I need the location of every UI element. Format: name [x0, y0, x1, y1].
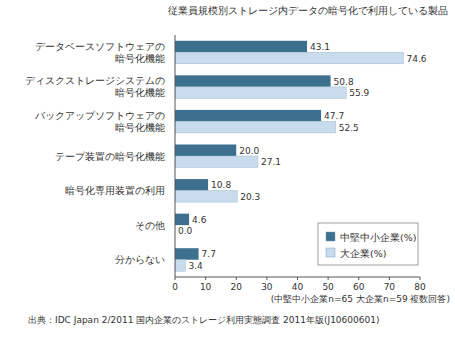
legend-swatch [326, 248, 335, 257]
data-label: 7.7 [202, 249, 216, 259]
chart-container: 従業員規模別ストレージ内データの暗号化で利用している製品 43.1 50.8 47.7… [0, 0, 455, 340]
data-label: 74.6 [406, 54, 426, 64]
source: 出典：IDC Japan 2/2011 国内企業のストレージ利用実態調査 201… [28, 315, 379, 325]
data-label: 55.9 [349, 88, 369, 98]
x-tick-label: 0 [172, 282, 178, 292]
x-tick [266, 277, 267, 280]
data-label: 20.3 [240, 192, 260, 202]
x-tick-label: 70 [384, 282, 396, 292]
legend-label: 大企業(%) [340, 248, 386, 259]
data-label: 0.0 [178, 226, 193, 236]
category-label-line: データベースソフトウェアの [35, 41, 165, 52]
x-tick [358, 277, 359, 280]
data-label: 43.1 [310, 42, 330, 52]
x-tick-label: 30 [261, 282, 273, 292]
bar [175, 156, 258, 168]
category-label-line: その他 [135, 220, 165, 231]
note: (中堅中小企業n=65 大企業n=59 複数回答) [271, 294, 450, 304]
category-label-line: テープ装置の暗号化機能 [55, 151, 165, 162]
chart-svg: 従業員規模別ストレージ内データの暗号化で利用している製品 43.1 50.8 47.7… [0, 0, 455, 340]
x-tick [297, 277, 298, 280]
legend: 中堅中小企業(%) 大企業(%) [318, 223, 418, 265]
x-tick [328, 277, 329, 280]
bar [175, 248, 199, 260]
x-tick [389, 277, 390, 280]
category-label: バックアップソフトウェアの暗号化機能 [34, 110, 165, 133]
chart-title: 従業員規模別ストレージ内データの暗号化で利用している製品 [168, 5, 448, 16]
x-tick-label: 50 [322, 282, 334, 292]
category-label: データベースソフトウェアの暗号化機能 [35, 41, 165, 64]
bar [175, 121, 336, 133]
data-label: 10.8 [211, 180, 231, 190]
category-label-line: バックアップソフトウェアの [34, 110, 165, 121]
bar [175, 191, 237, 203]
category-label: 暗号化専用装置の利用 [65, 185, 165, 196]
bar [175, 214, 189, 226]
category-label-line: 分からない [115, 254, 165, 265]
x-tick [236, 277, 237, 280]
x-tick [175, 277, 176, 280]
category-label: 分からない [115, 254, 165, 265]
category-label-line: 暗号化機能 [115, 122, 165, 133]
x-tick-label: 60 [353, 282, 365, 292]
data-label: 20.0 [239, 146, 259, 156]
bar [175, 260, 185, 272]
x-tick [205, 277, 206, 280]
bar [175, 52, 403, 64]
legend-label: 中堅中小企業(%) [340, 232, 416, 243]
category-label: テープ装置の暗号化機能 [55, 151, 165, 162]
data-label: 50.8 [334, 77, 354, 87]
data-labels: 43.1 50.8 47.7 20.0 10.8 4.6 7.7 74.6 55.9 52.5 27… [178, 42, 427, 271]
data-label: 47.7 [324, 111, 344, 121]
bar [175, 41, 307, 53]
bar [175, 87, 346, 99]
legend-swatch [326, 232, 335, 241]
data-label: 3.4 [188, 261, 203, 271]
data-label: 27.1 [261, 157, 281, 167]
bar [175, 110, 321, 122]
category-label-line: 暗号化機能 [115, 53, 165, 64]
category-label: ディスクストレージシステムの暗号化機能 [25, 75, 165, 98]
category-label: その他 [135, 220, 165, 231]
data-label: 4.6 [192, 215, 207, 225]
x-tick-label: 20 [231, 282, 243, 292]
y-axis-line [175, 35, 176, 277]
bar [175, 145, 236, 157]
x-tick-label: 80 [414, 282, 426, 292]
legend-box [318, 223, 418, 265]
bar [175, 75, 331, 87]
x-tick [420, 277, 421, 280]
category-label-line: 暗号化機能 [115, 87, 165, 98]
x-tick-label: 10 [200, 282, 212, 292]
category-label-line: 暗号化専用装置の利用 [65, 185, 165, 196]
x-tick-label: 40 [292, 282, 304, 292]
bar [175, 179, 208, 191]
category-label-line: ディスクストレージシステムの [25, 75, 165, 86]
data-label: 52.5 [339, 123, 359, 133]
